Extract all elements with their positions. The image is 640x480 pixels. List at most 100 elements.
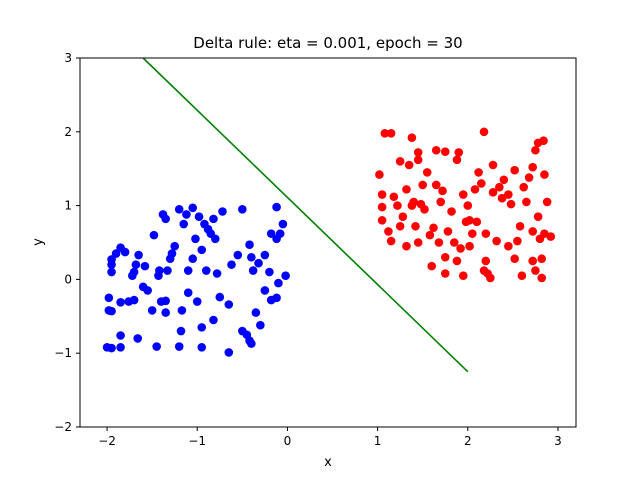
data-point xyxy=(467,229,477,238)
data-point xyxy=(531,266,540,275)
data-point xyxy=(227,260,236,269)
data-point xyxy=(409,197,418,207)
x-axis-label: x xyxy=(324,455,332,470)
data-point xyxy=(495,182,504,192)
data-point xyxy=(133,334,143,343)
data-point xyxy=(413,155,423,165)
y-tick-label: 1 xyxy=(64,199,72,213)
data-point xyxy=(116,342,125,352)
data-point xyxy=(440,252,450,262)
data-point xyxy=(542,197,552,207)
data-point xyxy=(488,160,498,170)
data-point xyxy=(377,190,387,199)
data-point xyxy=(260,250,270,260)
data-point xyxy=(272,202,281,212)
y-tick-label: −2 xyxy=(54,420,72,434)
plot-series xyxy=(102,57,556,373)
data-point xyxy=(474,168,483,177)
data-point xyxy=(375,170,384,179)
data-point xyxy=(499,175,509,185)
data-point xyxy=(155,266,164,275)
data-point xyxy=(465,241,474,251)
data-point xyxy=(537,273,547,283)
data-point xyxy=(515,221,525,231)
data-point xyxy=(188,203,198,213)
data-point xyxy=(449,238,459,247)
data-point xyxy=(431,180,441,190)
y-tick-label: 2 xyxy=(64,125,72,139)
data-point xyxy=(247,339,256,348)
data-point xyxy=(245,240,254,250)
data-point xyxy=(431,145,441,155)
data-point xyxy=(107,255,116,264)
data-point xyxy=(182,210,191,219)
data-point xyxy=(124,297,133,306)
data-point xyxy=(492,236,501,246)
data-point xyxy=(120,247,130,257)
y-axis: −2 −1 0 1 2 3 xyxy=(54,51,80,434)
data-point xyxy=(519,182,528,192)
data-point xyxy=(140,261,150,271)
data-point xyxy=(470,185,480,194)
data-point xyxy=(479,127,489,137)
data-point xyxy=(458,271,468,281)
data-point xyxy=(404,160,414,170)
data-point xyxy=(506,199,516,209)
data-point xyxy=(486,273,495,283)
data-point xyxy=(528,227,538,236)
data-point xyxy=(191,234,200,244)
data-point xyxy=(438,186,447,196)
data-point xyxy=(224,300,234,309)
data-point xyxy=(131,260,141,269)
data-point xyxy=(402,241,411,251)
data-point xyxy=(161,308,170,317)
data-point xyxy=(174,342,184,351)
x-tick-label: 2 xyxy=(464,434,472,448)
data-point xyxy=(177,306,187,315)
data-point xyxy=(513,236,522,246)
data-point xyxy=(260,286,270,295)
data-point xyxy=(281,271,290,281)
data-point xyxy=(247,252,256,262)
data-point xyxy=(163,266,172,275)
x-tick-label: 3 xyxy=(554,434,562,448)
data-point xyxy=(238,204,247,214)
data-point xyxy=(134,250,143,260)
decision-boundary-line xyxy=(142,57,469,373)
data-point xyxy=(386,236,396,246)
data-point xyxy=(209,315,218,325)
y-tick-label: −1 xyxy=(54,346,72,360)
data-point xyxy=(212,269,222,278)
data-point xyxy=(149,230,159,240)
data-point xyxy=(546,232,556,241)
data-point xyxy=(504,190,513,199)
data-point xyxy=(224,348,234,357)
data-point xyxy=(458,190,468,199)
data-point xyxy=(179,219,189,229)
data-point xyxy=(161,214,170,224)
x-tick-label: 1 xyxy=(374,434,382,448)
data-point xyxy=(533,212,543,221)
data-point xyxy=(447,207,456,216)
data-point xyxy=(209,214,218,224)
data-point xyxy=(528,256,538,266)
data-point xyxy=(266,229,276,238)
data-point xyxy=(436,197,446,207)
data-point xyxy=(539,136,548,145)
data-point xyxy=(488,188,498,197)
data-point xyxy=(386,128,396,138)
data-point xyxy=(407,133,417,143)
y-tick-label: 0 xyxy=(64,272,72,286)
x-tick-label: 0 xyxy=(284,434,292,448)
data-point xyxy=(377,216,387,225)
data-point xyxy=(116,297,125,307)
data-point xyxy=(278,219,288,229)
data-point xyxy=(411,221,420,231)
data-point xyxy=(528,162,538,172)
data-point xyxy=(129,267,139,277)
data-point xyxy=(413,238,423,247)
data-point xyxy=(116,331,125,340)
data-point xyxy=(427,261,437,271)
